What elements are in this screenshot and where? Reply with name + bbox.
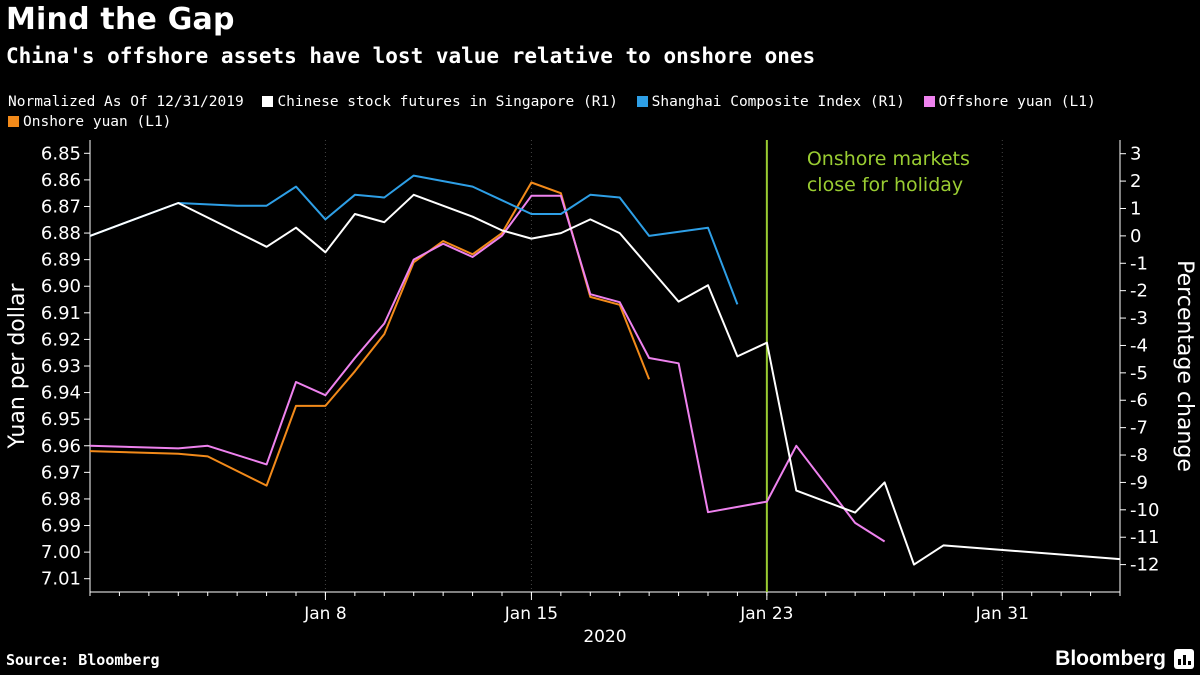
right-tick-label: -1 (1130, 253, 1148, 274)
x-tick-label: Jan 31 (975, 604, 1029, 624)
legend-item-futures: Chinese stock futures in Singapore (R1) (262, 92, 618, 112)
legend-swatch-onshore (8, 116, 19, 127)
x-axis-label: 2020 (583, 627, 626, 647)
chart-title: Mind the Gap (6, 2, 235, 37)
right-tick-label: 2 (1130, 171, 1141, 192)
legend-label-onshore: Onshore yuan (L1) (23, 114, 172, 130)
left-tick-label: 6.91 (41, 303, 81, 324)
legend-label-offshore: Offshore yuan (L1) (938, 94, 1096, 110)
legend-label-futures: Chinese stock futures in Singapore (R1) (277, 94, 618, 110)
left-tick-label: 6.88 (41, 223, 81, 244)
left-axis-label: Yuan per dollar (5, 283, 30, 450)
left-tick-label: 6.86 (41, 170, 81, 191)
x-tick-label: Jan 23 (739, 604, 793, 624)
right-axis-label: Percentage change (1172, 260, 1197, 472)
legend-label-shanghai: Shanghai Composite Index (R1) (651, 94, 905, 110)
futures-line (89, 193, 1121, 566)
onshore-yuan-line (89, 181, 651, 487)
holiday-annotation: Onshore markets (807, 148, 970, 170)
terminal-icon (1174, 649, 1194, 669)
left-tick-label: 7.01 (41, 569, 81, 590)
right-tick-label: -2 (1130, 281, 1148, 302)
right-tick-label: -7 (1130, 418, 1148, 439)
legend-item-shanghai: Shanghai Composite Index (R1) (636, 92, 905, 112)
left-tick-label: 6.97 (41, 462, 81, 483)
left-tick-label: 6.94 (41, 383, 81, 404)
x-tick-label: Jan 8 (303, 604, 346, 624)
right-tick-label: -4 (1130, 335, 1148, 356)
chart-subtitle: China's offshore assets have lost value … (6, 44, 816, 68)
legend-prefix: Normalized As Of 12/31/2019 (8, 94, 244, 110)
left-tick-label: 6.85 (41, 143, 81, 164)
left-tick-label: 6.92 (41, 329, 81, 350)
right-tick-label: -9 (1130, 472, 1148, 493)
right-tick-label: -5 (1130, 363, 1148, 384)
left-tick-label: 6.99 (41, 516, 81, 537)
left-tick-label: 6.87 (41, 196, 81, 217)
legend-swatch-futures (262, 96, 274, 107)
shanghai-line (89, 174, 739, 305)
right-tick-label: 0 (1130, 226, 1141, 247)
offshore-yuan-line (89, 194, 886, 543)
right-tick-label: -8 (1130, 445, 1148, 466)
left-tick-label: 6.95 (41, 409, 81, 430)
left-tick-label: 6.98 (41, 489, 81, 510)
left-tick-label: 6.96 (41, 436, 81, 457)
holiday-annotation: close for holiday (807, 174, 963, 196)
legend: Normalized As Of 12/31/2019 Chinese stoc… (8, 92, 1158, 132)
legend-item-offshore: Offshore yuan (L1) (923, 92, 1096, 112)
right-tick-label: -11 (1130, 527, 1159, 548)
legend-item-onshore: Onshore yuan (L1) (8, 112, 171, 132)
left-tick-label: 7.00 (41, 542, 81, 563)
right-tick-label: -3 (1130, 308, 1148, 329)
right-tick-label: 3 (1130, 144, 1141, 165)
left-tick-label: 6.89 (41, 250, 81, 271)
x-tick-label: Jan 15 (504, 604, 558, 624)
right-tick-label: 1 (1130, 198, 1141, 219)
right-tick-label: -6 (1130, 390, 1148, 411)
left-tick-label: 6.90 (41, 276, 81, 297)
legend-swatch-shanghai (636, 96, 648, 107)
right-tick-label: -12 (1130, 555, 1159, 576)
left-tick-label: 6.93 (41, 356, 81, 377)
right-tick-label: -10 (1130, 500, 1159, 521)
source-note: Source: Bloomberg (6, 651, 160, 669)
brand-logo: Bloomberg (1055, 647, 1166, 670)
legend-swatch-offshore (923, 96, 935, 107)
